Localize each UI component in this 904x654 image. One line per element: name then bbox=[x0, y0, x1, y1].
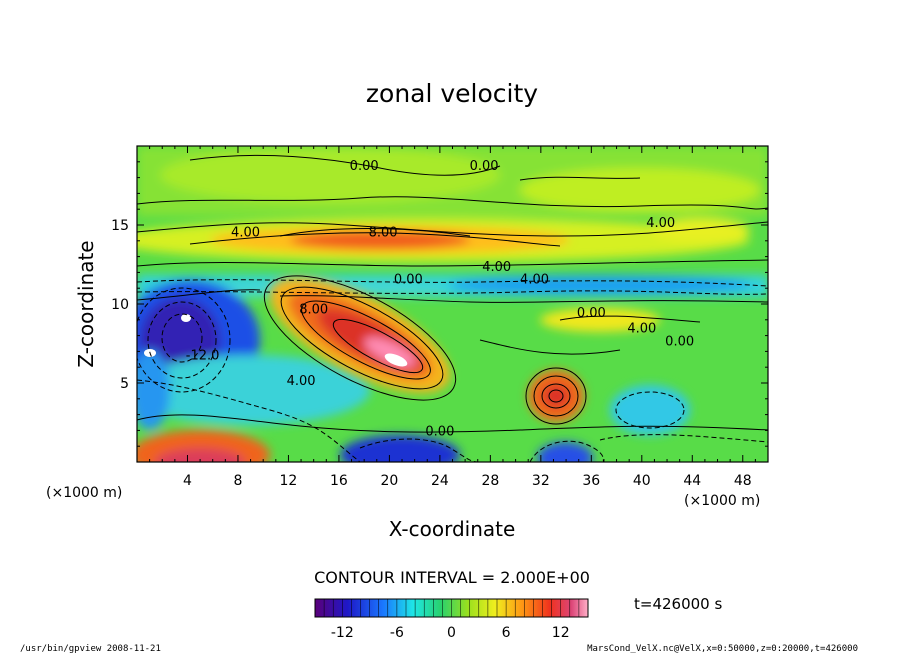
footer-left: /usr/bin/gpview 2008-11-21 bbox=[20, 644, 161, 654]
y-axis: 5 10 15 bbox=[111, 161, 768, 447]
contour-label: 8.00 bbox=[299, 303, 328, 318]
colorbar-frame bbox=[314, 598, 589, 618]
x-tick-label: 24 bbox=[431, 473, 449, 489]
contour-label: 4.00 bbox=[627, 322, 656, 337]
contour-label: 0.00 bbox=[665, 334, 694, 349]
colorbar-tick-label: 12 bbox=[552, 625, 570, 641]
x-tick-label: 8 bbox=[233, 473, 242, 489]
x-tick-label: 40 bbox=[633, 473, 651, 489]
y-tick-label: 5 bbox=[120, 376, 129, 392]
contour-label: 0.00 bbox=[577, 306, 606, 321]
x-tick-label: 44 bbox=[683, 473, 701, 489]
time-label: t=426000 s bbox=[634, 595, 722, 613]
x-tick-label: 20 bbox=[380, 473, 398, 489]
y-tick-label: 15 bbox=[111, 218, 129, 234]
contour-label: 4.00 bbox=[231, 225, 260, 240]
x-axis-label: X-coordinate bbox=[389, 517, 516, 541]
colorbar-ticks: -12 -6 0 6 12 bbox=[314, 599, 589, 641]
field-layer bbox=[137, 146, 768, 462]
footer-right: MarsCond_VelX.nc@VelX,x=0:50000,z=0:2000… bbox=[587, 644, 858, 654]
contour-label-group: 0.00 0.00 4.00 8.00 4.00 4.00 4.00 0.00 8.00 0.00… bbox=[186, 159, 694, 439]
chart-title: zonal velocity bbox=[366, 79, 538, 108]
x-axis: 4 8 12 16 20 24 28 32 36 40 44 48 bbox=[149, 146, 756, 489]
y-tick-label: 10 bbox=[111, 297, 129, 313]
x-axis-unit-right: (×1000 m) bbox=[684, 493, 760, 509]
contour-label: 4.00 bbox=[482, 260, 511, 275]
colorbar-tick-label: -12 bbox=[331, 625, 354, 641]
x-tick-label: 12 bbox=[280, 473, 298, 489]
y-axis-label: Z-coordinate bbox=[74, 240, 98, 367]
contour-label: 4.00 bbox=[520, 273, 549, 288]
x-tick-label: 16 bbox=[330, 473, 348, 489]
x-tick-label: 48 bbox=[734, 473, 752, 489]
contour-interval-label: CONTOUR INTERVAL = 2.000E+00 bbox=[314, 568, 590, 587]
contour-label: 4.00 bbox=[287, 374, 316, 389]
contour-label: 0.00 bbox=[470, 159, 499, 174]
x-tick-label: 36 bbox=[582, 473, 600, 489]
contour-label: 0.00 bbox=[425, 424, 454, 439]
contour-label: 4.00 bbox=[646, 216, 675, 231]
contour-label: -12.0 bbox=[186, 349, 220, 364]
x-tick-label: 32 bbox=[532, 473, 550, 489]
colorbar-tick-label: 0 bbox=[447, 625, 456, 641]
contour-label: 0.00 bbox=[394, 273, 423, 288]
colorbar-tick-label: 6 bbox=[502, 625, 511, 641]
colorbar-tick-label: -6 bbox=[390, 625, 404, 641]
contour-label: 8.00 bbox=[369, 225, 398, 240]
x-tick-label: 4 bbox=[183, 473, 192, 489]
x-axis-unit-left: (×1000 m) bbox=[46, 485, 122, 501]
x-tick-label: 28 bbox=[481, 473, 499, 489]
contour-label: 0.00 bbox=[350, 159, 379, 174]
